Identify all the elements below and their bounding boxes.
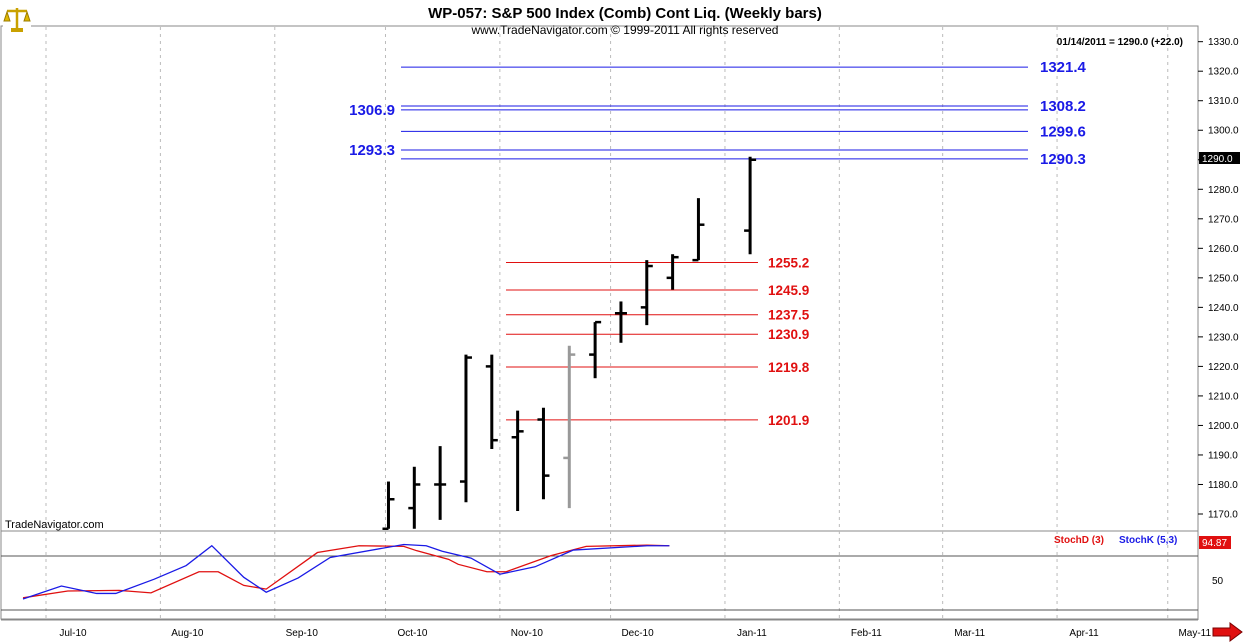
price-tick-label: 1230.0 <box>1208 332 1239 343</box>
price-tick-label: 1260.0 <box>1208 244 1239 255</box>
red-level-label: 1245.9 <box>768 283 809 298</box>
blue-level-label: 1306.9 <box>349 102 395 119</box>
price-tick-label: 1250.0 <box>1208 273 1239 284</box>
price-tick-label: 1270.0 <box>1208 214 1239 225</box>
date-tick-label: Apr-11 <box>1069 628 1099 639</box>
blue-level-label: 1290.3 <box>1040 151 1086 168</box>
price-tick-label: 1310.0 <box>1208 96 1239 107</box>
scroll-right-arrow-icon[interactable] <box>1212 622 1243 642</box>
blue-level-label: 1308.2 <box>1040 98 1086 115</box>
date-tick-label: Oct-10 <box>397 628 427 639</box>
stoch-last-value: 94.87 <box>1202 538 1227 549</box>
blue-level-label: 1299.6 <box>1040 123 1086 140</box>
ohlc-bar <box>434 446 447 520</box>
red-level-label: 1230.9 <box>768 327 809 342</box>
price-tick-label: 1280.0 <box>1208 185 1239 196</box>
price-tick-label: 1210.0 <box>1208 391 1239 402</box>
fib-levels: 1321.4 1308.2 1306.9 1299.6 1293.3 1290.3 1255… <box>349 59 1086 428</box>
price-tick-label: 1320.0 <box>1208 67 1239 78</box>
red-level-label: 1201.9 <box>768 413 809 428</box>
blue-level-label: 1293.3 <box>349 142 395 159</box>
price-tick-label: 1220.0 <box>1208 362 1239 373</box>
stochd-legend: StochD (3) <box>1054 535 1104 546</box>
price-bars <box>382 156 757 531</box>
ohlc-bar <box>692 198 705 262</box>
ohlc-bar <box>537 407 550 500</box>
ohlc-bar <box>485 354 498 450</box>
date-tick-label: Dec-10 <box>621 628 654 639</box>
price-axis-ticks: 1170.0 1180.0 1190.0 1200.0 1210.0 1220.0 1230… <box>1198 37 1239 521</box>
price-tick-label: 1300.0 <box>1208 126 1239 137</box>
ohlc-bar <box>744 156 757 255</box>
price-tick-label: 1180.0 <box>1208 480 1238 491</box>
chart-subtitle: www.TradeNavigator.com © 1999-2011 All r… <box>471 23 779 37</box>
watermark: TradeNavigator.com <box>5 519 104 531</box>
ohlc-bar <box>666 254 679 290</box>
month-gridlines <box>45 27 1169 619</box>
stochk-line <box>22 543 670 600</box>
date-tick-label: Mar-11 <box>954 628 985 639</box>
indicator-panel <box>0 530 1199 620</box>
price-tick-label: 1330.0 <box>1208 37 1239 48</box>
price-tick-label: 1200.0 <box>1208 421 1239 432</box>
ohlc-bar <box>382 481 395 531</box>
ohlc-bar <box>589 320 602 379</box>
scales-icon <box>3 2 31 34</box>
ohlc-bar <box>459 354 472 503</box>
price-tick-label: 1170.0 <box>1208 510 1238 521</box>
date-tick-label: Jul-10 <box>59 628 87 639</box>
red-level-label: 1219.8 <box>768 360 810 375</box>
stoch-last-box <box>1199 536 1231 549</box>
date-tick-label: Nov-10 <box>511 628 544 639</box>
ohlc-bar <box>614 301 627 343</box>
date-tick-label: Aug-10 <box>171 628 204 639</box>
stochk-legend: StochK (5,3) <box>1119 535 1177 546</box>
stoch-axis-50: 50 <box>1212 576 1224 587</box>
ohlc-bar <box>511 410 524 512</box>
date-axis-labels: Jul-10 Aug-10 Sep-10 Oct-10 Nov-10 Dec-10 Jan-… <box>59 628 1211 639</box>
red-level-label: 1255.2 <box>768 255 809 270</box>
last-price-box <box>1199 152 1240 164</box>
date-tick-label: May-11 <box>1178 628 1211 639</box>
last-quote-readout: 01/14/2011 = 1290.0 (+22.0) <box>1057 37 1183 48</box>
date-tick-label: Jan-11 <box>737 628 767 639</box>
last-price-label: 1290.0 <box>1202 154 1233 165</box>
price-panel <box>0 25 1199 532</box>
blue-level-label: 1321.4 <box>1040 59 1087 76</box>
ohlc-bar <box>640 260 653 326</box>
stochd-line <box>22 544 670 599</box>
price-tick-label: 1190.0 <box>1208 450 1238 461</box>
ohlc-bar <box>408 466 421 529</box>
red-level-label: 1237.5 <box>768 308 810 323</box>
date-tick-label: Feb-11 <box>851 628 882 639</box>
stochastic-lines <box>1 543 1198 611</box>
price-tick-label: 1240.0 <box>1208 303 1239 314</box>
date-tick-label: Sep-10 <box>286 628 319 639</box>
chart-title: WP-057: S&P 500 Index (Comb) Cont Liq. (… <box>428 5 822 22</box>
ohlc-bar <box>563 345 576 509</box>
